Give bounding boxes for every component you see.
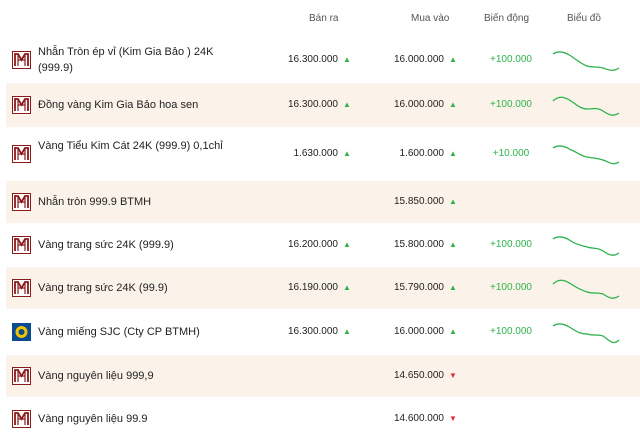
price-change: +100.000 [490,54,532,65]
btmh-logo-icon [12,279,31,297]
product-name: Vàng trang sức 24K (99.9) [38,282,168,294]
price-table: Nhẫn Tròn ép vỉ (Kim Gia Bảo ) 24K (999.… [6,38,640,441]
buy-price: 14.600.000 [393,413,444,424]
up-arrow-icon: ▲ [343,55,351,64]
price-row: Nhẫn tròn 999.9 BTMH 15.850.000 ▲ [6,181,640,224]
sparkline-chart[interactable] [551,91,621,121]
header-sell: Bán ra [309,13,339,24]
price-row: Vàng miếng SJC (Cty CP BTMH) 16.300.000 ▲ 1… [6,310,640,355]
btmh-logo-icon [12,51,31,69]
sparkline-chart[interactable] [551,140,621,170]
down-arrow-icon: ▼ [449,371,457,380]
buy-price: 14.650.000 [393,370,444,381]
price-row: Đồng vàng Kim Gia Bảo hoa sen 16.300.000 ▲… [6,83,640,128]
up-arrow-icon: ▲ [449,283,457,292]
product-name: Vàng trang sức 24K (999.9) [38,239,174,251]
header-buy: Mua vào [411,13,450,24]
sell-price: 1.630.000 [293,148,339,159]
btmh-logo-icon [12,96,31,114]
up-arrow-icon: ▲ [343,283,351,292]
price-row: Vàng nguyên liệu 999,9 14.650.000 ▼ [6,355,640,398]
up-arrow-icon: ▲ [449,55,457,64]
buy-price: 15.800.000 [393,239,444,250]
product-name: Vàng miếng SJC (Cty CP BTMH) [38,326,200,338]
buy-price: 15.850.000 [393,196,444,207]
product-name: Vàng nguyên liệu 99.9 [38,413,148,425]
buy-price: 16.000.000 [393,54,444,65]
sjc-logo-icon [12,323,31,341]
sell-price: 16.300.000 [287,54,338,65]
header-chart: Biểu đồ [567,13,601,24]
up-arrow-icon: ▲ [343,100,351,109]
product-name: Nhẫn Tròn ép vỉ (Kim Gia Bảo ) 24K (999.… [38,46,214,74]
up-arrow-icon: ▲ [343,149,351,158]
down-arrow-icon: ▼ [449,414,457,423]
price-change: +100.000 [490,99,532,110]
up-arrow-icon: ▲ [449,327,457,336]
product-name: Đồng vàng Kim Gia Bảo hoa sen [38,99,199,111]
product-name: Vàng nguyên liệu 999,9 [38,370,154,382]
up-arrow-icon: ▲ [449,240,457,249]
btmh-logo-icon [12,367,31,385]
sparkline-chart[interactable] [551,274,621,304]
buy-price: 16.000.000 [393,99,444,110]
product-name: Vàng Tiểu Kim Cát 24K (999.9) 0,1chỉ [38,140,223,152]
price-change: +100.000 [490,239,532,250]
btmh-logo-icon [12,410,31,428]
header-change: Biến động [484,13,530,24]
btmh-logo-icon [12,193,31,211]
sparkline-chart[interactable] [551,231,621,261]
price-row: Vàng trang sức 24K (99.9) 16.190.000 ▲ 15.7… [6,267,640,310]
price-row: Nhẫn Tròn ép vỉ (Kim Gia Bảo ) 24K (999.… [6,38,640,83]
sell-price: 16.300.000 [287,326,338,337]
up-arrow-icon: ▲ [449,197,457,206]
price-change: +100.000 [490,326,532,337]
price-change: +10.000 [492,148,530,159]
table-header: Bán ra Mua vào Biến động Biểu đồ [0,0,640,38]
buy-price: 1.600.000 [399,148,445,159]
price-row: Vàng trang sức 24K (999.9) 16.200.000 ▲ 15.… [6,224,640,267]
up-arrow-icon: ▲ [449,100,457,109]
btmh-logo-icon [12,145,31,163]
price-change: +100.000 [490,282,532,293]
buy-price: 16.000.000 [393,326,444,337]
price-row: Vàng Tiểu Kim Cát 24K (999.9) 0,1chỉ 1.63… [6,128,640,181]
btmh-logo-icon [12,236,31,254]
sell-price: 16.300.000 [287,99,338,110]
product-name: Nhẫn tròn 999.9 BTMH [38,196,152,208]
sparkline-chart[interactable] [551,46,621,76]
up-arrow-icon: ▲ [343,327,351,336]
up-arrow-icon: ▲ [449,149,457,158]
sell-price: 16.190.000 [287,282,338,293]
sparkline-chart[interactable] [551,318,621,348]
price-row: Vàng nguyên liệu 99.9 14.600.000 ▼ [6,398,640,441]
up-arrow-icon: ▲ [343,240,351,249]
sell-price: 16.200.000 [287,239,338,250]
buy-price: 15.790.000 [393,282,444,293]
